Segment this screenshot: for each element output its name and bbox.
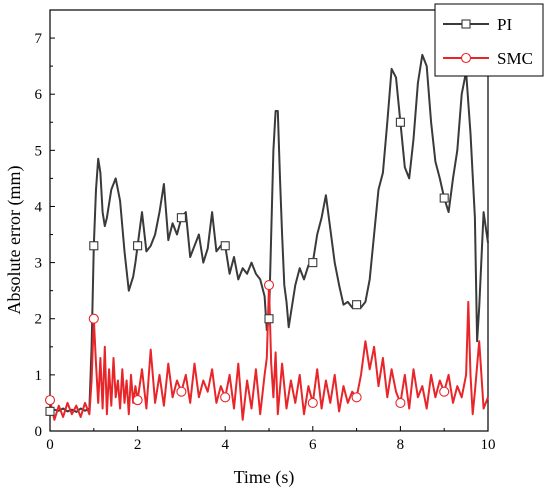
marker-pi (308, 258, 318, 268)
x-tick-label: 4 (221, 437, 229, 453)
marker-pi (220, 241, 230, 251)
marker-pi (133, 241, 143, 251)
legend-marker-pi (461, 19, 471, 29)
plot-frame (49, 9, 489, 432)
legend: PI SMC (434, 3, 544, 77)
y-tick-label: 7 (35, 31, 43, 47)
marker-smc (44, 395, 56, 406)
marker-smc (88, 313, 99, 324)
marker-pi (89, 241, 99, 251)
y-tick-label: 0 (35, 424, 43, 440)
tick-labels: 0 2 4 6 8 10 0 1 2 3 4 5 6 7 (35, 31, 496, 453)
series-line-pi (49, 53, 489, 413)
marker-smc (132, 395, 143, 406)
marker-pi (439, 193, 449, 203)
legend-label-pi: PI (497, 15, 512, 34)
axis-ticks (49, 37, 489, 432)
y-axis-title: Absolute error (mm) (4, 166, 25, 315)
marker-pi (352, 300, 362, 310)
y-tick-label: 1 (35, 368, 43, 384)
series-layer (49, 53, 489, 421)
y-tick-label: 2 (35, 312, 43, 328)
marker-pi (264, 314, 274, 324)
legend-marker-smc (460, 52, 472, 64)
x-tick-label: 10 (481, 437, 496, 453)
marker-pi (395, 117, 405, 127)
y-tick-label: 3 (35, 256, 43, 272)
x-tick-label: 2 (134, 437, 142, 453)
marker-smc (351, 392, 362, 403)
y-tick-label: 4 (35, 199, 43, 215)
x-tick-label: 8 (397, 437, 405, 453)
x-tick-label: 6 (309, 437, 317, 453)
marker-smc (176, 386, 187, 397)
marker-layer (44, 117, 450, 416)
legend-label-smc: SMC (497, 49, 533, 68)
plot-border (49, 9, 489, 432)
marker-smc (263, 280, 275, 291)
x-tick-label: 0 (46, 437, 54, 453)
x-axis-title: Time (s) (234, 467, 295, 488)
series-line-smc (49, 284, 489, 421)
y-tick-label: 6 (35, 87, 43, 103)
marker-pi (176, 213, 186, 223)
marker-smc (439, 386, 450, 397)
legend-box (434, 3, 544, 77)
marker-smc (307, 397, 318, 408)
y-tick-label: 5 (35, 143, 43, 159)
marker-pi (45, 406, 55, 416)
marker-smc (395, 397, 406, 408)
marker-smc (220, 392, 231, 403)
